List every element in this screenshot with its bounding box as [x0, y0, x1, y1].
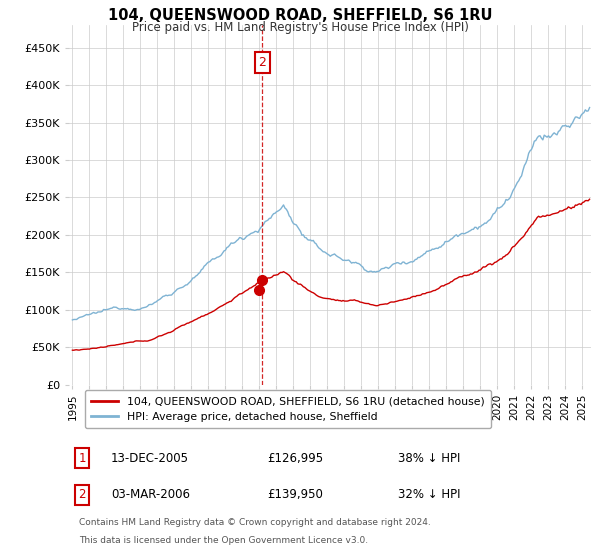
- Text: 13-DEC-2005: 13-DEC-2005: [111, 451, 189, 465]
- Text: 1: 1: [78, 451, 86, 465]
- Text: £126,995: £126,995: [268, 451, 323, 465]
- Text: 03-MAR-2006: 03-MAR-2006: [111, 488, 190, 501]
- Text: 2: 2: [259, 56, 266, 69]
- Text: 38% ↓ HPI: 38% ↓ HPI: [398, 451, 460, 465]
- Legend: 104, QUEENSWOOD ROAD, SHEFFIELD, S6 1RU (detached house), HPI: Average price, de: 104, QUEENSWOOD ROAD, SHEFFIELD, S6 1RU …: [85, 390, 491, 428]
- Text: 2: 2: [78, 488, 86, 501]
- Text: 104, QUEENSWOOD ROAD, SHEFFIELD, S6 1RU: 104, QUEENSWOOD ROAD, SHEFFIELD, S6 1RU: [108, 8, 492, 24]
- Text: £139,950: £139,950: [268, 488, 323, 501]
- Text: Contains HM Land Registry data © Crown copyright and database right 2024.: Contains HM Land Registry data © Crown c…: [79, 518, 431, 527]
- Text: Price paid vs. HM Land Registry's House Price Index (HPI): Price paid vs. HM Land Registry's House …: [131, 21, 469, 34]
- Text: This data is licensed under the Open Government Licence v3.0.: This data is licensed under the Open Gov…: [79, 536, 368, 545]
- Text: 32% ↓ HPI: 32% ↓ HPI: [398, 488, 460, 501]
